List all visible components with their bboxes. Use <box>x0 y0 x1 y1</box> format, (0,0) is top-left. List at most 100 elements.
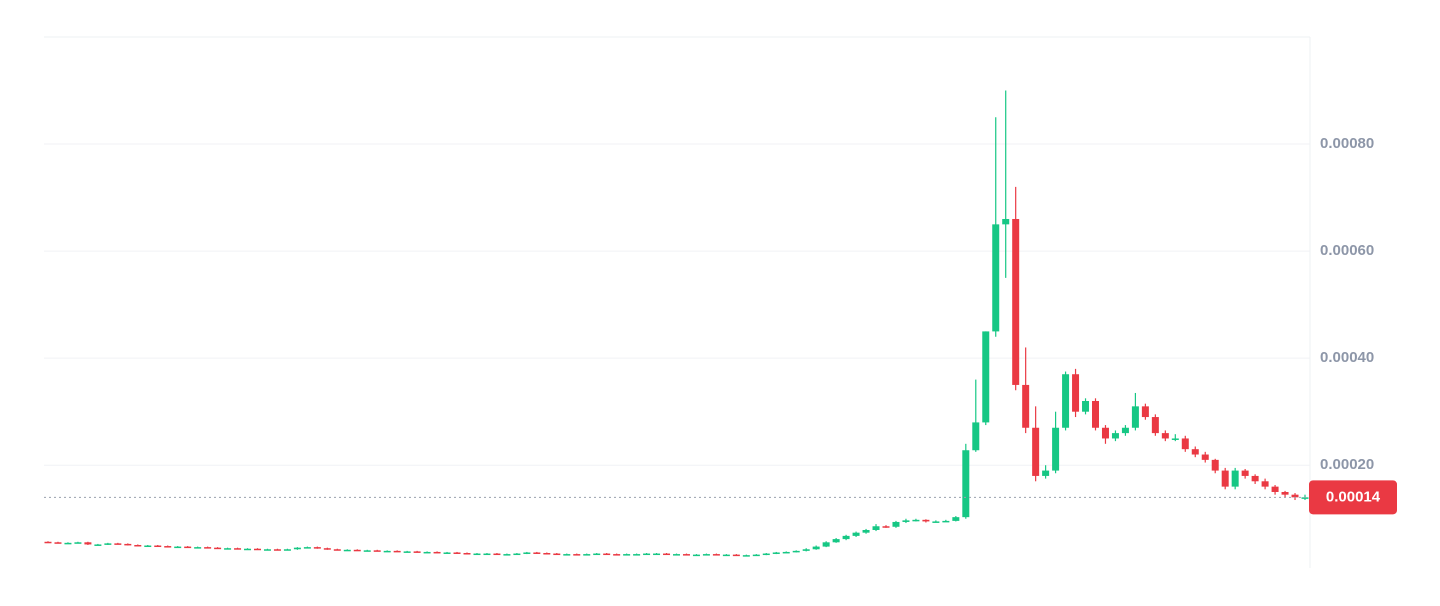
candle-body <box>802 549 810 551</box>
candle-body <box>313 547 321 549</box>
candle-body <box>972 422 980 451</box>
candle-body <box>254 548 261 551</box>
candle-body <box>712 554 720 556</box>
candle-body <box>1082 400 1090 412</box>
candle-body <box>932 521 940 523</box>
candle-body <box>553 553 561 556</box>
candle-body <box>333 549 341 551</box>
candle-body <box>782 551 790 554</box>
candle-body <box>1211 459 1219 471</box>
candle-body <box>1241 470 1249 476</box>
candle-body <box>583 554 591 556</box>
candle-body <box>293 547 301 550</box>
candle-body <box>174 546 182 549</box>
candle-body <box>752 554 760 557</box>
candle-body <box>852 532 860 536</box>
candle-body <box>962 450 970 518</box>
candle-body <box>982 331 990 423</box>
candle-body <box>912 519 920 522</box>
candle-body <box>563 554 571 556</box>
candle-body <box>104 543 112 545</box>
candle-body <box>343 549 351 552</box>
candle-body <box>154 545 162 548</box>
candle-body <box>473 553 481 556</box>
candle-body <box>433 551 441 554</box>
candle-body <box>633 554 641 556</box>
candle-body <box>722 554 730 557</box>
candle-body <box>383 550 391 553</box>
candle-body <box>1261 481 1269 487</box>
candle-body <box>44 541 52 544</box>
candle-body <box>573 554 581 556</box>
candle-body <box>84 542 92 545</box>
candle-body <box>1271 486 1279 492</box>
candle-body <box>762 553 770 556</box>
candle-body <box>1201 454 1209 460</box>
candle-body <box>1092 400 1099 428</box>
candle-body <box>952 517 960 521</box>
candle-body <box>1221 470 1229 487</box>
candle-body <box>204 547 212 549</box>
y-tick-label: 0.00020 <box>1320 456 1374 473</box>
candle-body <box>453 552 461 554</box>
candle-body <box>732 554 740 557</box>
candle-body <box>623 554 631 556</box>
candle-body <box>742 555 750 557</box>
candle-body <box>892 521 900 527</box>
candle-body <box>1032 427 1040 476</box>
candle-body <box>543 553 551 555</box>
candle-body <box>463 553 471 555</box>
candle-body <box>862 529 870 533</box>
candle-body <box>1291 494 1299 498</box>
candle-body <box>124 543 132 546</box>
candle-body <box>992 224 1000 332</box>
candle-body <box>393 550 401 553</box>
candle-body <box>144 545 152 548</box>
candle-body <box>363 550 371 552</box>
candle-body <box>443 552 451 554</box>
candle-body <box>1181 438 1189 450</box>
candle-body <box>54 542 62 544</box>
last-price-label: 0.00014 <box>1326 488 1381 505</box>
candle-body <box>323 548 331 550</box>
candle-body <box>234 548 242 550</box>
y-tick-label: 0.00040 <box>1320 349 1374 366</box>
candle-body <box>1072 374 1080 412</box>
candle-body <box>1101 427 1109 439</box>
candle-body <box>922 519 930 522</box>
candle-body <box>842 535 850 540</box>
candle-body <box>184 546 192 549</box>
candle-body <box>214 547 222 550</box>
y-tick-label: 0.00080 <box>1320 135 1374 152</box>
candle-body <box>513 553 521 556</box>
candle-body <box>483 553 491 556</box>
candle-body <box>882 526 890 528</box>
candle-body <box>403 551 411 553</box>
candle-body <box>822 542 830 547</box>
candle-body <box>613 554 621 556</box>
candle-body <box>1111 433 1119 439</box>
candle-body <box>114 543 122 545</box>
candle-body <box>1141 406 1149 418</box>
candle-body <box>64 542 72 545</box>
candle-body <box>1131 406 1139 428</box>
candle-body <box>1121 427 1129 434</box>
candle-body <box>1231 470 1239 487</box>
candle-body <box>1161 433 1169 439</box>
candle-body <box>1171 438 1179 440</box>
candle-body <box>673 554 680 556</box>
candle-body <box>224 548 232 550</box>
candle-body <box>523 552 531 554</box>
candle-body <box>1052 427 1060 471</box>
candle-body <box>503 554 511 556</box>
candle-body <box>373 550 381 552</box>
candle-body <box>1062 374 1070 428</box>
candle-body <box>682 554 690 556</box>
candle-body <box>164 546 172 548</box>
candle-body <box>692 554 700 557</box>
last-price-badge <box>1309 480 1397 515</box>
candle-body <box>872 526 880 530</box>
candle-body <box>792 550 800 553</box>
candle-body <box>283 549 291 551</box>
